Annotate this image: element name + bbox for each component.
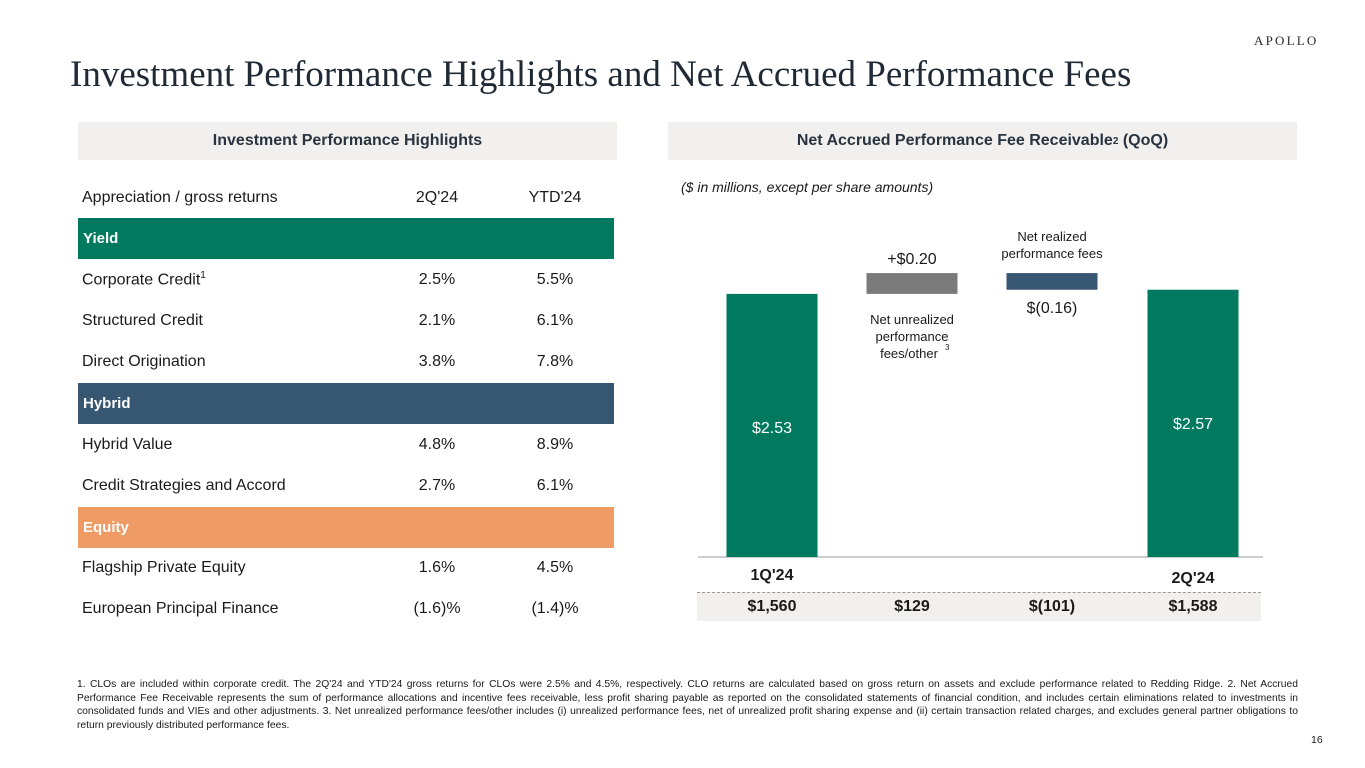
section-header-hybrid: Hybrid [78, 382, 614, 425]
table-row: Direct Origination 3.8% 7.8% [78, 342, 614, 383]
row-label-text: Credit Strategies and Accord [82, 476, 286, 494]
column-header-ytd24: YTD'24 [528, 188, 582, 206]
data-label-net-realized: $(0.16) [1027, 300, 1078, 317]
category-label-net-realized-line1: Net realized [1017, 229, 1086, 244]
bar-net-unrealized [866, 273, 958, 294]
page-title: Investment Performance Highlights and Ne… [70, 54, 1132, 95]
total-2q24: $1,588 [1168, 598, 1218, 615]
cell-2q24: 2.7% [418, 476, 456, 494]
left-panel-header-text: Investment Performance Highlights [212, 132, 483, 149]
data-label-net-unrealized: +$0.20 [887, 251, 936, 268]
row-label-text: Corporate Credit [82, 271, 201, 289]
row-label-text: Direct Origination [82, 353, 206, 371]
row-label: Flagship Private Equity [78, 559, 378, 577]
bar-1q24 [726, 293, 818, 557]
cell-2q24: 3.8% [418, 353, 456, 371]
category-label-net-unrealized-line2: performance [876, 329, 949, 344]
total-1q24: $1,560 [747, 598, 797, 615]
table-row: Corporate Credit1 2.5% 5.5% [78, 259, 614, 300]
performance-table: Appreciation / gross returns 2Q'24 YTD'2… [78, 177, 614, 630]
cell-2q24: (1.6)% [413, 600, 461, 618]
left-panel-header: Investment Performance Highlights [78, 122, 617, 160]
cell-2q24: 1.6% [418, 559, 456, 577]
cell-ytd24: 4.5% [536, 559, 574, 577]
section-header-yield: Yield [78, 218, 614, 260]
bar-net-realized [1006, 273, 1098, 290]
data-label-2q24: $2.57 [1173, 416, 1213, 433]
cell-2q24: 4.8% [418, 435, 456, 453]
row-label: Hybrid Value [78, 436, 378, 454]
waterfall-chart: $2.53 +$0.20 $(0.16) $2.57 Net unrealize… [698, 229, 1263, 587]
cell-2q24: 2.5% [418, 270, 456, 288]
cell-ytd24: 6.1% [536, 476, 574, 494]
right-panel-header-text: Net Accrued Performance Fee Receivable [796, 132, 1113, 149]
cell-ytd24: 7.8% [536, 353, 574, 371]
column-header-2q24: 2Q'24 [415, 188, 459, 206]
chart-units-note: ($ in millions, except per share amounts… [681, 179, 934, 195]
axis-label-1q24: 1Q'24 [751, 567, 794, 584]
totals-band [697, 592, 1261, 621]
row-label-footnote-mark: 1 [200, 270, 206, 282]
axis-label-2q24: 2Q'24 [1172, 570, 1215, 587]
total-net-unrealized: $129 [894, 598, 930, 615]
row-label-text: Structured Credit [82, 312, 203, 330]
apollo-logo: APOLLO [1254, 33, 1319, 48]
total-net-realized: $(101) [1028, 598, 1076, 615]
section-header-equity: Equity [78, 506, 614, 548]
row-label-text: Hybrid Value [82, 435, 173, 453]
category-label-net-unrealized-footnote-mark: 3 [945, 343, 950, 352]
row-label: European Principal Finance [78, 600, 378, 618]
right-panel-header-footnote-mark: 2 [1112, 135, 1119, 147]
bar-2q24 [1147, 289, 1239, 557]
right-panel-header: Net Accrued Performance Fee Receivable 2 … [668, 122, 1297, 160]
row-label: Corporate Credit1 [78, 270, 378, 289]
column-header-label: Appreciation / gross returns [82, 188, 278, 206]
right-panel-header-suffix: (QoQ) [1118, 132, 1169, 149]
category-label-net-realized-line2: performance fees [1001, 246, 1103, 261]
cell-ytd24: 6.1% [536, 312, 574, 330]
footnotes: 1. CLOs are included within corporate cr… [77, 679, 1298, 731]
table-row: European Principal Finance (1.6)% (1.4)% [78, 589, 614, 630]
row-label: Credit Strategies and Accord [78, 477, 378, 495]
page-number: 16 [1311, 734, 1323, 746]
table-row: Structured Credit 2.1% 6.1% [78, 301, 614, 342]
row-label: Structured Credit [78, 312, 378, 330]
cell-ytd24: 5.5% [536, 270, 574, 288]
table-row: Credit Strategies and Accord 2.7% 6.1% [78, 465, 614, 506]
cell-2q24: 2.1% [418, 312, 456, 330]
row-label: Direct Origination [78, 353, 378, 371]
category-label-net-unrealized-line1: Net unrealized [870, 312, 954, 327]
table-row: Hybrid Value 4.8% 8.9% [78, 424, 614, 465]
data-label-1q24: $2.53 [752, 420, 792, 437]
table-header-row: Appreciation / gross returns 2Q'24 YTD'2… [78, 177, 614, 218]
cell-ytd24: 8.9% [536, 435, 574, 453]
table-row: Flagship Private Equity 1.6% 4.5% [78, 548, 614, 589]
category-label-net-unrealized-line3: fees/other [880, 346, 938, 361]
cell-ytd24: (1.4)% [531, 600, 579, 618]
row-label-text: Flagship Private Equity [82, 559, 246, 577]
row-label-text: European Principal Finance [82, 600, 279, 618]
